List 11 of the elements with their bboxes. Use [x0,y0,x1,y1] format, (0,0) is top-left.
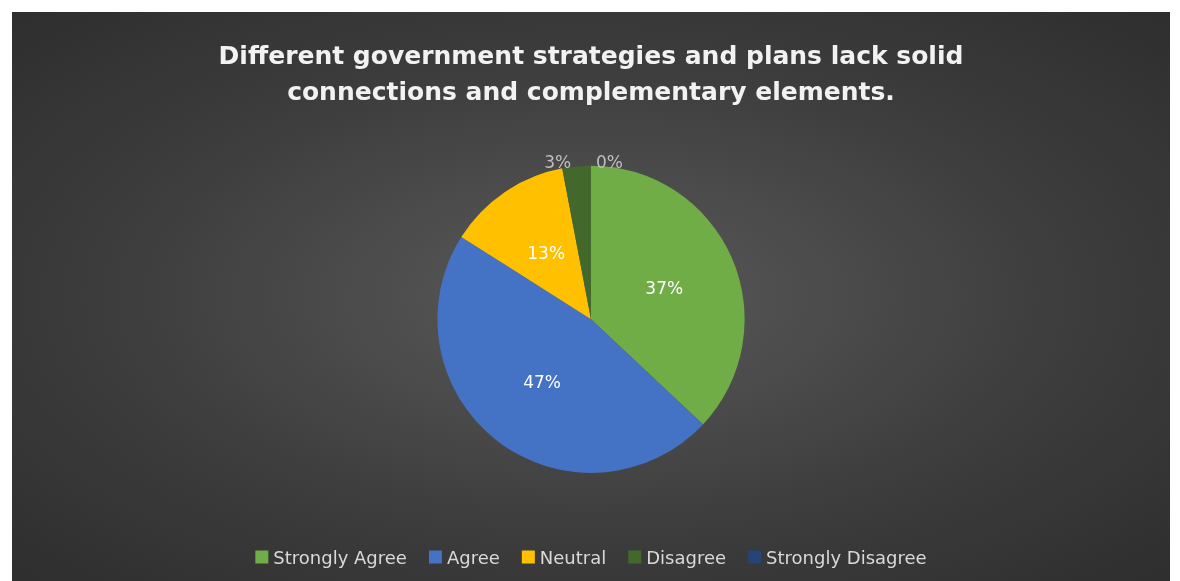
data-label: 37% [645,277,684,298]
data-label: 3% [544,152,572,173]
text: 0% [596,151,623,172]
data-label: 47% [523,372,561,393]
legend-label: Strongly Disagree [766,546,927,568]
legend-label: Disagree [646,546,727,568]
legend-label: Neutral [539,546,607,568]
legend-label: Agree [446,546,500,568]
chart-title: Different government strategies and plans lack solid connections and complementary elements. [218,40,964,106]
data-label: 13% [527,243,566,264]
legend-label: Strongly Agree [273,546,407,568]
